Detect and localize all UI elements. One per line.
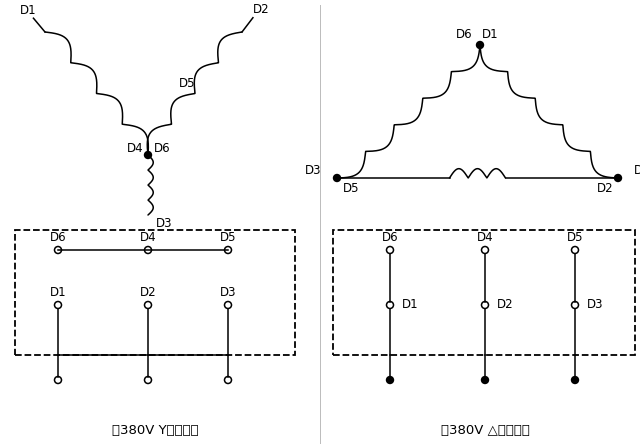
Text: D6: D6 <box>50 231 67 244</box>
Text: D4: D4 <box>140 231 156 244</box>
Bar <box>15 230 295 355</box>
Text: D4: D4 <box>634 164 640 177</box>
Text: D6: D6 <box>154 142 170 155</box>
Text: ～380V △形接线法: ～380V △形接线法 <box>440 423 529 436</box>
Bar <box>333 230 635 355</box>
Circle shape <box>387 376 394 383</box>
Text: D5: D5 <box>179 77 195 90</box>
Circle shape <box>614 175 621 181</box>
Text: D2: D2 <box>140 285 156 298</box>
Text: D2: D2 <box>596 181 613 194</box>
Text: D2: D2 <box>253 3 269 16</box>
Text: D2: D2 <box>497 297 514 310</box>
Circle shape <box>481 376 488 383</box>
Text: D5: D5 <box>220 231 236 244</box>
Text: D5: D5 <box>343 181 360 194</box>
Text: D1: D1 <box>50 285 67 298</box>
Circle shape <box>145 151 152 159</box>
Circle shape <box>333 175 340 181</box>
Text: D5: D5 <box>567 231 583 244</box>
Text: D3: D3 <box>156 216 172 229</box>
Text: D3: D3 <box>587 297 604 310</box>
Text: D1: D1 <box>482 27 499 40</box>
Text: D3: D3 <box>305 164 321 177</box>
Text: D6: D6 <box>381 231 398 244</box>
Text: D6: D6 <box>456 27 472 40</box>
Text: D3: D3 <box>220 285 236 298</box>
Text: D4: D4 <box>127 142 143 155</box>
Text: D1: D1 <box>402 297 419 310</box>
Circle shape <box>572 376 579 383</box>
Text: D4: D4 <box>477 231 493 244</box>
Text: ～380V Y形接线法: ～380V Y形接线法 <box>112 423 198 436</box>
Text: D1: D1 <box>20 4 36 17</box>
Circle shape <box>477 42 483 48</box>
